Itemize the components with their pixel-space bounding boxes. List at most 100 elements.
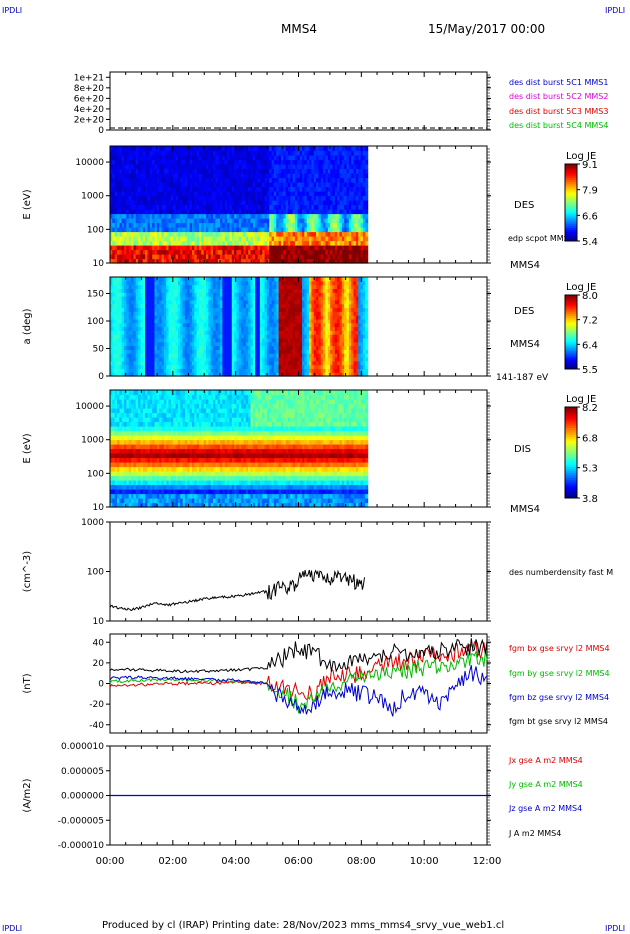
panel-magnetic-field: -40 -20 0 20 40 (nT) fgm bx gse srvy l2 MMS4 fg… (22, 633, 610, 734)
des-energy-spectrogram-colorbar-tick: 5.4 (582, 237, 598, 248)
des-pitch-angle-ytick-label: 50 (93, 345, 105, 355)
des-energy-spectrogram-overlay-label: edp scpot MMS4 (508, 234, 574, 243)
dis-energy-spectrogram-colorbar: Log JE8.2 6.8 5.3 3.8 (564, 394, 598, 505)
des-energy-spectrogram-colorbar-tick: 9.1 (582, 160, 598, 171)
number-density-ylabel: (cm^-3) (22, 551, 33, 592)
corner-label-bottom-right: IPDLI (605, 924, 626, 933)
des-energy-spectrogram-ytick-label: 10 (93, 259, 105, 269)
dis-energy-spectrogram-instrument-label: DIS (514, 444, 531, 455)
des-pitch-angle-colorbar-tick: 6.4 (582, 340, 598, 351)
panel-number-density: 10 100 1000 (cm^-3) des numberdensity fast M (22, 518, 613, 627)
legend-dist-burst-1: des dist burst 5C2 MMS2 (509, 92, 608, 101)
number-density-ytick-label: 1000 (81, 518, 104, 528)
x-tick-label: 00:00 (96, 856, 125, 867)
dis-energy-spectrogram-colorbar-title: Log JE (566, 394, 596, 405)
x-tick-label: 12:00 (473, 856, 502, 867)
series-magnetic-field-3 (109, 638, 488, 674)
dis-energy-spectrogram-ytick-label: 10 (93, 503, 105, 513)
des-pitch-angle-ytick-label: 100 (87, 317, 104, 327)
des-pitch-angle-colorbar-tick: 5.5 (582, 365, 598, 376)
legend-current-density-2: Jz gse A m2 MMS4 (508, 804, 582, 813)
des-pitch-angle-ylabel: a (deg) (22, 308, 33, 344)
current-density-ytick-label: 0.000000 (61, 792, 104, 802)
number-density-frame (109, 521, 488, 622)
corner-label-bottom-left: IPDLI (2, 924, 23, 933)
legend-number-density-0: des numberdensity fast M (509, 568, 613, 577)
dis-energy-spectrogram-ytick-label: 10000 (75, 402, 104, 412)
legend-current-density-1: Jy gse A m2 MMS4 (508, 780, 583, 789)
series-number-density-0 (109, 569, 365, 612)
corner-label-top-right: IPDLI (605, 6, 626, 15)
dist-burst-ytick-label: 6e+20 (74, 94, 105, 104)
dis-energy-spectrogram-ytick-label: 100 (87, 469, 104, 479)
des-pitch-angle-colorbar-title: Log JE (566, 282, 596, 293)
corner-label-top-left: IPDLI (2, 6, 23, 15)
legend-magnetic-field-0: fgm bx gse srvy l2 MMS4 (509, 644, 610, 653)
dis-energy-spectrogram-image (110, 390, 369, 508)
dist-burst-ytick-label: 2e+20 (74, 115, 105, 125)
current-density-ytick-label: -0.000010 (58, 841, 104, 851)
magnetic-field-ylabel: (nT) (22, 673, 33, 693)
legend-current-density-3: J A m2 MMS4 (508, 829, 561, 838)
panel-dis-energy-spectrogram: 10 100 1000 10000 E (eV) DIS MMS4 Log JE8.2 6.8 5… (22, 389, 598, 515)
series-magnetic-field-2 (109, 665, 488, 717)
legend-current-density-0: Jx gse A m2 MMS4 (508, 756, 583, 765)
magnetic-field-ytick-label: 0 (98, 680, 104, 690)
spacecraft-title: MMS4 (281, 22, 317, 36)
des-pitch-angle-colorbar-tick: 8.0 (582, 291, 598, 302)
legend-magnetic-field-2: fgm bz gse srvy l2 MMS4 (509, 693, 609, 702)
des-energy-spectrogram-colorbar-tick: 6.6 (582, 211, 598, 222)
legend-dist-burst-2: des dist burst 5C3 MMS3 (509, 107, 608, 116)
dist-burst-ytick-label: 0 (98, 126, 104, 136)
dis-energy-spectrogram-colorbar-tick: 3.8 (582, 494, 598, 505)
panel-des-energy-spectrogram: 10 100 1000 10000 E (eV) DES edp scpot MMS4 MMS… (22, 145, 598, 271)
des-energy-spectrogram-sc-label: MMS4 (510, 260, 540, 271)
des-pitch-angle-instrument-label: DES (514, 306, 534, 317)
des-pitch-angle-image (110, 277, 369, 377)
legend-magnetic-field-1: fgm by gse srvy l2 MMS4 (509, 669, 610, 678)
x-tick-label: 10:00 (410, 856, 439, 867)
current-density-ytick-label: 0.000010 (61, 742, 104, 752)
des-energy-spectrogram-colorbar: Log JE9.1 7.9 6.6 5.4 (564, 151, 598, 248)
dis-energy-spectrogram-colorbar-tick: 5.3 (582, 464, 598, 475)
panel-current-density: -0.000010 -0.000005 0.000000 0.000005 0.0000… (22, 742, 583, 867)
magnetic-field-ytick-label: 40 (93, 638, 105, 648)
current-density-ytick-label: -0.000005 (58, 816, 104, 826)
legend-dist-burst-0: des dist burst 5C1 MMS1 (509, 78, 608, 87)
current-density-ytick-label: 0.000005 (61, 767, 104, 777)
panel-des-pitch-angle: 0 50 100 150 a (deg) DES MMS4 141-187 eV Log JE8… (22, 276, 598, 383)
des-energy-spectrogram-colorbar-tick: 7.9 (582, 186, 598, 197)
magnetic-field-frame (109, 633, 488, 734)
x-tick-label: 06:00 (284, 856, 313, 867)
footer-credit: Produced by cl (IRAP) Printing date: 28/… (102, 920, 505, 931)
des-energy-spectrogram-ylabel: E (eV) (22, 189, 33, 219)
dist-burst-frame (109, 71, 488, 131)
magnetic-field-ytick-label: 20 (93, 659, 105, 669)
des-energy-spectrogram-image (110, 146, 369, 264)
dist-burst-ytick-label: 1e+21 (74, 73, 104, 83)
x-tick-label: 08:00 (347, 856, 376, 867)
dis-energy-spectrogram-colorbar-tick: 6.8 (582, 433, 598, 444)
current-density-ylabel: (A/m2) (22, 778, 33, 812)
x-tick-label: 04:00 (221, 856, 250, 867)
des-pitch-angle-ytick-label: 150 (87, 290, 104, 300)
des-pitch-angle-sc-label: MMS4 (510, 339, 540, 350)
dis-energy-spectrogram-ytick-label: 1000 (81, 436, 104, 446)
magnetic-field-ytick-label: -20 (89, 700, 104, 710)
des-energy-spectrogram-ytick-label: 1000 (81, 192, 104, 202)
series-magnetic-field-0 (109, 640, 488, 702)
des-energy-spectrogram-colorbar-title: Log JE (566, 151, 596, 162)
magnetic-field-ytick-label: -40 (89, 721, 104, 731)
des-energy-spectrogram-ytick-label: 100 (87, 225, 104, 235)
dis-energy-spectrogram-ylabel: E (eV) (22, 433, 33, 463)
number-density-ytick-label: 10 (93, 617, 105, 627)
des-energy-spectrogram-ytick-label: 10000 (75, 158, 104, 168)
dist-burst-ytick-label: 4e+20 (74, 105, 105, 115)
dis-energy-spectrogram-sc-label: MMS4 (510, 504, 540, 515)
des-energy-spectrogram-instrument-label: DES (514, 200, 534, 211)
dist-burst-ytick-label: 8e+20 (74, 84, 105, 94)
legend-dist-burst-3: des dist burst 5C4 MMS4 (509, 121, 608, 130)
x-tick-label: 02:00 (158, 856, 187, 867)
plot-date: 15/May/2017 00:00 (428, 22, 546, 36)
